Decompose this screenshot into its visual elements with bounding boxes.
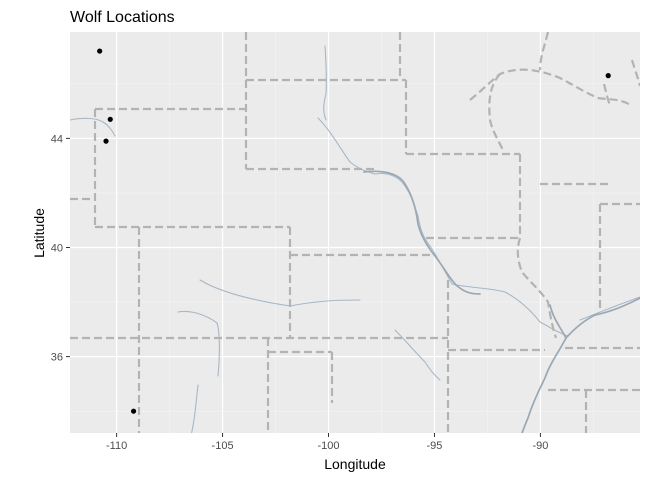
wolf-location-point [107,116,113,122]
plot-panel [70,32,640,433]
y-tick-label: 44 [51,133,63,145]
x-tick-label: -100 [317,440,339,452]
y-tick-label: 40 [51,243,63,255]
y-axis-label: Latitude [31,208,47,258]
wolf-location-point [130,408,137,414]
x-tick-label: -105 [212,440,234,452]
chart-title: Wolf Locations [70,9,175,26]
wolf-location-point [103,138,109,144]
minor-grid [70,32,640,433]
x-tick-label: -90 [532,440,548,452]
major-river [363,170,640,433]
major-grid [70,32,640,433]
state-map [70,32,640,433]
data-points [97,48,611,414]
wolf-location-point [605,73,611,79]
x-tick-label: -110 [106,440,127,452]
x-axis-ticks: -110 -105 -100 -95 -90 [106,433,548,452]
y-tick-label: 36 [51,352,63,364]
x-tick-label: -95 [427,440,443,452]
y-axis-ticks: 36 40 44 [51,133,70,364]
wolf-location-point [97,48,103,54]
x-axis-label: Longitude [324,456,386,472]
state-borders [70,32,640,433]
